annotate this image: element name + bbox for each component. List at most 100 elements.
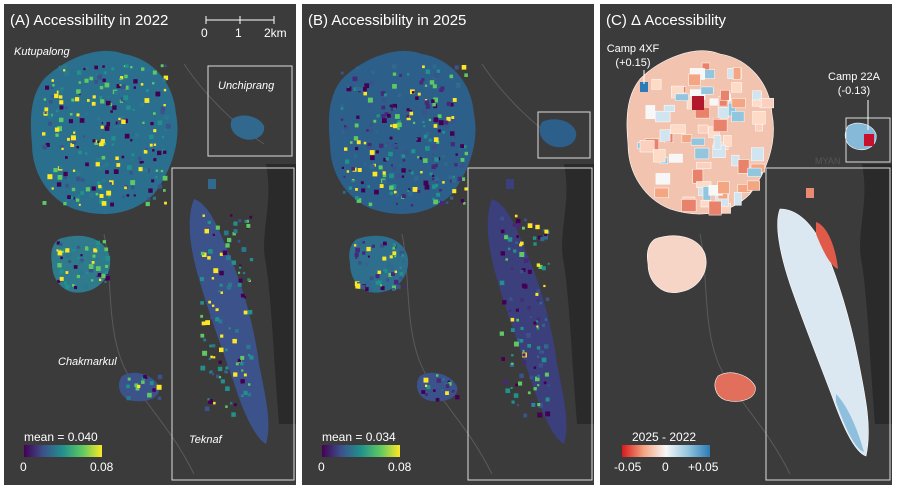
speckle xyxy=(382,98,387,103)
speckle xyxy=(434,183,439,188)
camp-22a xyxy=(864,134,874,146)
speckle xyxy=(455,395,460,400)
speckle xyxy=(147,392,152,398)
speckle xyxy=(406,116,411,121)
speckle xyxy=(56,241,60,245)
speckle xyxy=(225,366,229,370)
speckle xyxy=(237,239,241,243)
speckle xyxy=(368,287,374,292)
speckle xyxy=(450,196,454,200)
unchiprang-region xyxy=(230,115,265,140)
speckle xyxy=(44,111,47,114)
camp-polygon xyxy=(688,73,701,86)
speckle xyxy=(507,237,513,242)
speckle xyxy=(226,365,231,370)
speckle xyxy=(140,83,144,86)
speckle xyxy=(84,78,89,83)
speckle xyxy=(99,96,103,99)
speckle xyxy=(399,272,404,276)
speckle xyxy=(437,114,442,119)
speckle xyxy=(417,189,421,193)
speckle xyxy=(152,82,155,85)
speckle xyxy=(143,374,147,379)
speckle xyxy=(423,125,426,128)
speckle xyxy=(58,165,63,170)
accessibility-speckles xyxy=(340,64,551,418)
speckle xyxy=(535,376,540,382)
speckle xyxy=(209,344,212,348)
speckle xyxy=(367,255,370,258)
speckle xyxy=(147,197,151,201)
speckle xyxy=(157,120,163,125)
panel-b-map xyxy=(328,50,594,481)
speckle xyxy=(108,196,111,199)
panel-a-title: (A) Accessibility in 2022 xyxy=(10,12,169,29)
speckle xyxy=(392,246,396,250)
speckle xyxy=(407,73,410,76)
speckle xyxy=(163,150,167,154)
speckle xyxy=(389,191,393,195)
speckle xyxy=(536,298,540,302)
speckle xyxy=(409,115,412,118)
speckle xyxy=(363,162,367,165)
speckle xyxy=(87,99,90,102)
speckle xyxy=(220,379,225,384)
speckle xyxy=(241,394,244,397)
speckle xyxy=(463,202,466,205)
speckle xyxy=(203,338,207,342)
speckle xyxy=(531,403,536,407)
speckle xyxy=(215,317,220,322)
speckle xyxy=(209,370,213,374)
camp-polygon xyxy=(681,134,693,143)
speckle xyxy=(389,255,393,259)
camp-polygon xyxy=(668,153,683,163)
speckle xyxy=(111,136,116,141)
speckle xyxy=(354,244,357,247)
speckle xyxy=(243,295,247,299)
speckle xyxy=(439,88,444,93)
speckle xyxy=(424,184,430,190)
speckle xyxy=(371,70,375,74)
speckle xyxy=(155,91,161,97)
speckle xyxy=(223,230,229,236)
speckle xyxy=(361,188,366,193)
speckle xyxy=(366,246,371,252)
speckle xyxy=(216,374,220,379)
speckle xyxy=(95,162,100,167)
speckle xyxy=(215,225,220,230)
speckle xyxy=(104,82,110,88)
camp-polygon xyxy=(733,192,742,206)
speckle xyxy=(224,321,227,324)
speckle xyxy=(160,169,164,173)
speckle xyxy=(106,190,112,196)
speckle xyxy=(402,159,406,162)
speckle xyxy=(105,270,109,275)
speckle xyxy=(98,167,102,171)
speckle xyxy=(355,86,360,91)
speckle xyxy=(362,87,367,92)
camp-polygon xyxy=(731,82,743,93)
speckle xyxy=(141,380,145,384)
speckle xyxy=(91,186,96,191)
speckle xyxy=(85,187,90,192)
speckle xyxy=(355,147,359,151)
speckle xyxy=(143,167,148,173)
speckle xyxy=(241,247,247,252)
speckle xyxy=(145,148,148,151)
speckle xyxy=(437,200,440,204)
speckle xyxy=(70,143,75,147)
speckle xyxy=(69,253,72,256)
speckle xyxy=(500,216,504,221)
speckle xyxy=(535,292,539,296)
speckle xyxy=(356,198,362,203)
speckle xyxy=(121,84,126,90)
speckle xyxy=(399,74,402,77)
speckle xyxy=(71,187,76,192)
speckle xyxy=(226,285,232,290)
camp-polygon xyxy=(655,173,671,185)
speckle xyxy=(138,156,142,161)
speckle xyxy=(388,151,393,157)
annotation-delta: (+0.15) xyxy=(615,57,651,69)
speckle xyxy=(76,245,80,249)
speckle xyxy=(464,151,468,156)
